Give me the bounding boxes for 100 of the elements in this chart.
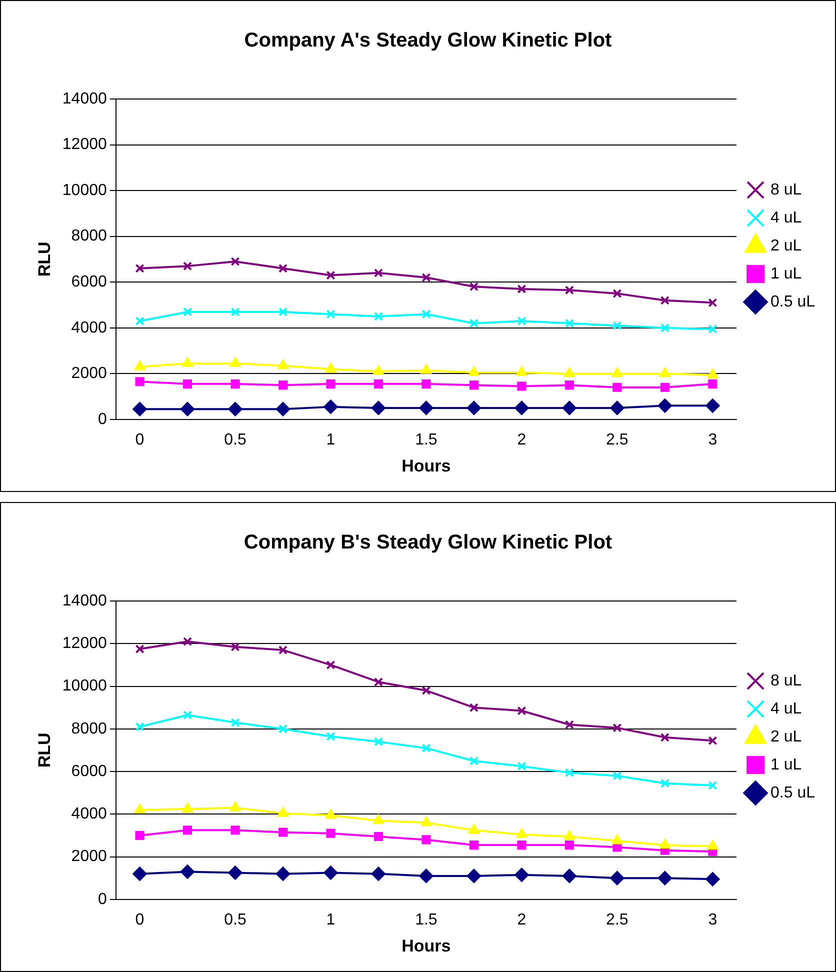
- point: [324, 400, 338, 414]
- point: [182, 636, 192, 646]
- point: [707, 840, 718, 850]
- point: [230, 642, 240, 652]
- point: [230, 379, 240, 388]
- point: [374, 737, 383, 746]
- point: [707, 368, 718, 378]
- point: [612, 834, 622, 844]
- point: [422, 272, 431, 282]
- point: [564, 840, 574, 850]
- point: [182, 262, 192, 271]
- point: [422, 835, 431, 844]
- x-tick-label: 2: [517, 431, 526, 448]
- point: [132, 866, 147, 881]
- point: [135, 722, 144, 732]
- point: [278, 645, 288, 655]
- point: [562, 868, 576, 883]
- point: [422, 379, 431, 388]
- point: [135, 830, 144, 840]
- point: [373, 365, 384, 375]
- point: [564, 768, 574, 778]
- point: [374, 677, 383, 687]
- point: [420, 364, 432, 374]
- x-axis-title: Hours: [402, 936, 451, 956]
- point: [182, 379, 192, 388]
- legend-label: 2 uL: [770, 237, 802, 254]
- point: [374, 312, 383, 321]
- point: [371, 400, 386, 415]
- point: [182, 802, 193, 812]
- point: [180, 402, 195, 416]
- legend-label: 1 uL: [770, 265, 802, 282]
- legend-label: 4 uL: [770, 209, 802, 226]
- x-tick-label: 1.5: [415, 431, 438, 448]
- point: [230, 826, 240, 835]
- point: [276, 866, 290, 881]
- point: [469, 318, 478, 328]
- point: [517, 382, 526, 391]
- point: [278, 807, 288, 817]
- point: [660, 368, 670, 378]
- y-tick-label: 8000: [71, 720, 107, 738]
- point: [422, 744, 431, 753]
- legend-label: 2 uL: [770, 728, 802, 746]
- y-axis-title: RLU: [34, 242, 54, 277]
- point: [517, 840, 526, 850]
- legend-label: 0.5 uL: [770, 784, 816, 802]
- point: [371, 866, 386, 881]
- point: [706, 398, 720, 413]
- point: [135, 316, 144, 326]
- point: [660, 296, 670, 305]
- point: [660, 778, 670, 788]
- point: [182, 710, 192, 720]
- x-tick-label: 0: [135, 431, 144, 448]
- point: [517, 706, 526, 716]
- point: [612, 771, 622, 780]
- point: [660, 382, 670, 392]
- point: [658, 398, 672, 413]
- point: [324, 866, 338, 880]
- point: [469, 282, 478, 292]
- point: [469, 840, 478, 850]
- point: [182, 826, 192, 835]
- point: [660, 732, 670, 742]
- point: [469, 380, 478, 390]
- point: [660, 323, 670, 332]
- y-tick-label: 4000: [71, 319, 107, 336]
- point: [132, 402, 147, 416]
- point: [135, 264, 144, 273]
- point: [612, 368, 622, 378]
- point: [468, 824, 480, 834]
- point: [517, 316, 526, 326]
- x-axis-title: Hours: [402, 456, 451, 476]
- point: [610, 400, 624, 415]
- y-tick-label: 14000: [62, 90, 107, 108]
- point: [419, 400, 434, 415]
- legend-label: 8 uL: [770, 672, 802, 690]
- x-tick-label: 1: [326, 911, 336, 928]
- point: [706, 872, 720, 886]
- point: [514, 868, 529, 882]
- point: [420, 816, 432, 826]
- point: [278, 360, 288, 370]
- legend-label: 0.5 uL: [770, 293, 816, 310]
- y-axis-title: RLU: [34, 732, 54, 768]
- y-tick-label: 0: [98, 890, 107, 908]
- y-tick-label: 2000: [71, 365, 107, 382]
- point: [182, 307, 192, 316]
- x-tick-label: 0: [135, 911, 144, 928]
- point: [564, 380, 574, 390]
- y-tick-label: 4000: [71, 806, 107, 823]
- point: [466, 400, 481, 415]
- point: [325, 809, 336, 819]
- point: [612, 382, 622, 392]
- point: [564, 318, 574, 328]
- y-tick-label: 0: [98, 410, 107, 428]
- point: [612, 321, 622, 330]
- point: [469, 756, 478, 766]
- point: [278, 307, 288, 316]
- point: [660, 839, 670, 849]
- x-tick-label: 3: [708, 431, 718, 448]
- x-tick-label: 0.5: [224, 911, 246, 928]
- point: [182, 357, 193, 367]
- point: [564, 368, 575, 378]
